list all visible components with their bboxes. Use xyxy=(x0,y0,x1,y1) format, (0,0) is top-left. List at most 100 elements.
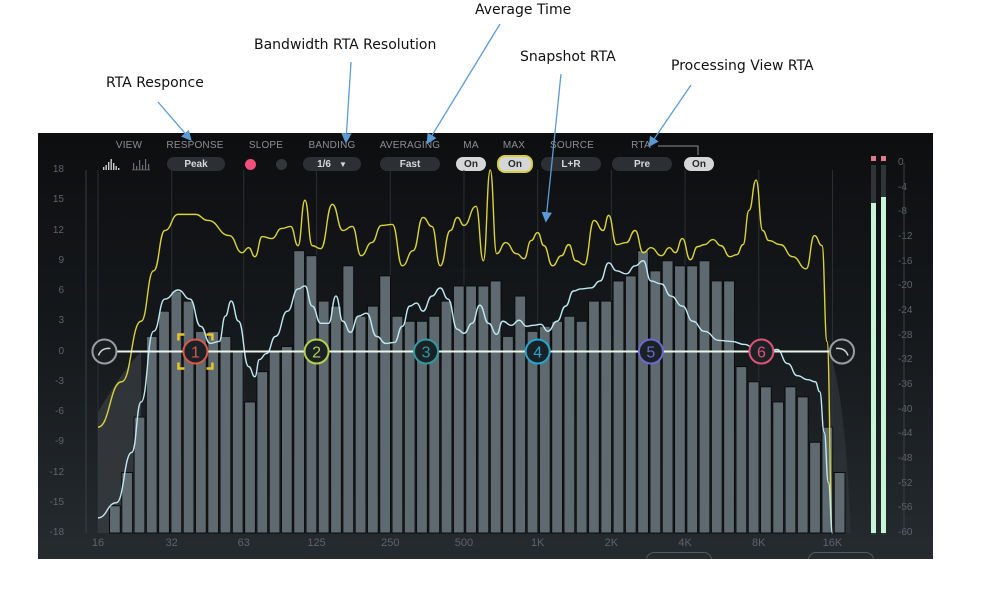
rta-bar xyxy=(194,330,207,534)
max-label: MAX xyxy=(502,140,526,151)
meter-tick-label: -48 xyxy=(898,453,913,464)
rta-bar xyxy=(305,255,318,534)
rta-bar xyxy=(121,472,134,534)
rta-position-dropdown[interactable]: Pre xyxy=(612,157,672,171)
eq-node-label: 3 xyxy=(422,345,431,362)
rta-bar xyxy=(391,315,404,534)
eq-node-label: 1 xyxy=(191,345,200,362)
y-tick-label: 9 xyxy=(58,254,64,266)
slope-on-indicator[interactable] xyxy=(245,159,256,170)
meter-tick-label: -56 xyxy=(898,502,913,514)
rta-bar xyxy=(772,401,785,534)
eq-node-ring xyxy=(413,338,440,365)
rta-bar xyxy=(538,325,551,534)
bottom-button-right[interactable] xyxy=(808,552,874,559)
meter-right-clip xyxy=(881,156,886,161)
rta-bar xyxy=(256,371,269,534)
y-tick-label: -12 xyxy=(49,466,64,478)
rta-bar xyxy=(563,315,576,534)
response-dropdown[interactable]: Peak xyxy=(167,157,225,171)
rta-bar xyxy=(833,472,846,534)
meter-left-level xyxy=(871,203,876,533)
high-pass-filter-node[interactable] xyxy=(91,338,118,365)
rta-bar xyxy=(686,265,699,534)
view-bars-icon[interactable] xyxy=(102,157,124,171)
rta-toggle[interactable]: On xyxy=(684,157,714,171)
rta-bar xyxy=(465,285,478,534)
meter-tick-label: -60 xyxy=(898,527,913,538)
rta-bar xyxy=(624,275,637,534)
rta-bar xyxy=(330,305,342,534)
rta-bar xyxy=(735,366,748,534)
rta-bar xyxy=(170,290,183,534)
x-tick-label: 1K xyxy=(530,537,545,549)
y-tick-label: 6 xyxy=(58,285,64,296)
y-tick-label: 18 xyxy=(52,164,64,175)
y-tick-label: -18 xyxy=(49,527,64,538)
bottom-button-left[interactable] xyxy=(646,552,712,559)
rta-bar xyxy=(612,280,625,534)
meter-tick-label: 0 xyxy=(898,157,904,168)
y-tick-label: -9 xyxy=(55,436,64,448)
banding-dropdown[interactable]: 1/6 ▼ xyxy=(303,157,361,171)
eq-band-node-5[interactable]: 5 xyxy=(637,338,664,365)
annotation-snapshot-rta: Snapshot RTA xyxy=(520,49,616,65)
rta-bar xyxy=(723,280,735,534)
rta-bar xyxy=(268,351,281,534)
view-lines-icon[interactable] xyxy=(132,157,152,171)
rta-bar xyxy=(280,345,293,534)
rta-bar xyxy=(354,315,367,534)
rta-bar xyxy=(219,335,232,534)
y-tick-label: -3 xyxy=(55,375,64,387)
eq-band-node-6[interactable]: 6 xyxy=(748,338,775,365)
rta-bar xyxy=(244,401,256,534)
meter-left-clip xyxy=(871,156,876,161)
eq-analyzer-panel: VIEW RESPONSE SLOPE BANDING AVERAGING MA… xyxy=(38,133,933,559)
arrow-averaging xyxy=(426,23,501,145)
eq-node-ring xyxy=(182,338,209,365)
arrow-banding xyxy=(341,61,352,144)
spectrum-plot[interactable]: 1 2 3 4 5 6 xyxy=(38,133,933,559)
rta-bar xyxy=(649,270,662,534)
rta-bar xyxy=(403,320,416,534)
meter-tick-label: -8 xyxy=(898,206,907,218)
eq-band-node-2[interactable]: 2 xyxy=(303,338,330,365)
selection-bracket xyxy=(206,362,214,370)
selection-bracket xyxy=(177,333,185,341)
slope-off-indicator[interactable] xyxy=(276,159,287,170)
max-curve xyxy=(97,169,834,534)
rta-bar xyxy=(710,280,723,534)
y-tick-label: 3 xyxy=(58,315,64,327)
x-tick-label: 16 xyxy=(91,537,105,549)
rta-bar xyxy=(158,310,170,534)
eq-band-node-4[interactable]: 4 xyxy=(524,338,551,365)
rta-bar xyxy=(416,320,428,534)
low-pass-filter-node[interactable] xyxy=(829,338,856,365)
view-label: VIEW xyxy=(115,140,143,151)
meter-tick-label: -36 xyxy=(898,379,913,390)
max-toggle[interactable]: On xyxy=(497,155,533,173)
rta-bar xyxy=(796,396,809,534)
annotation-average-time: Average Time xyxy=(475,2,572,18)
x-tick-label: 250 xyxy=(381,537,400,549)
averaging-dropdown[interactable]: Fast xyxy=(380,157,440,171)
eq-band-node-1[interactable]: 1 xyxy=(177,333,214,370)
source-label: SOURCE xyxy=(550,140,594,151)
rta-bar xyxy=(514,295,527,534)
annotation-processing-view-rta: Processing View RTA xyxy=(671,58,814,74)
rta-bar xyxy=(489,280,502,534)
rta-bar xyxy=(182,300,195,534)
meter-tick-label: -20 xyxy=(898,280,913,292)
rta-bar xyxy=(588,300,600,534)
meter-tick-label: -4 xyxy=(898,181,907,193)
x-tick-label: 32 xyxy=(165,537,178,549)
ma-toggle[interactable]: On xyxy=(456,157,486,171)
eq-band-node-3[interactable]: 3 xyxy=(413,338,440,365)
meter-tick-label: -16 xyxy=(898,255,913,267)
selection-bracket xyxy=(177,362,185,370)
meter-tick-label: -52 xyxy=(898,477,913,489)
y-tick-label: -6 xyxy=(55,406,64,417)
meter-tick-label: -24 xyxy=(898,305,913,316)
meter-tick-label: -40 xyxy=(898,403,913,415)
eq-node-label: 5 xyxy=(646,345,655,362)
